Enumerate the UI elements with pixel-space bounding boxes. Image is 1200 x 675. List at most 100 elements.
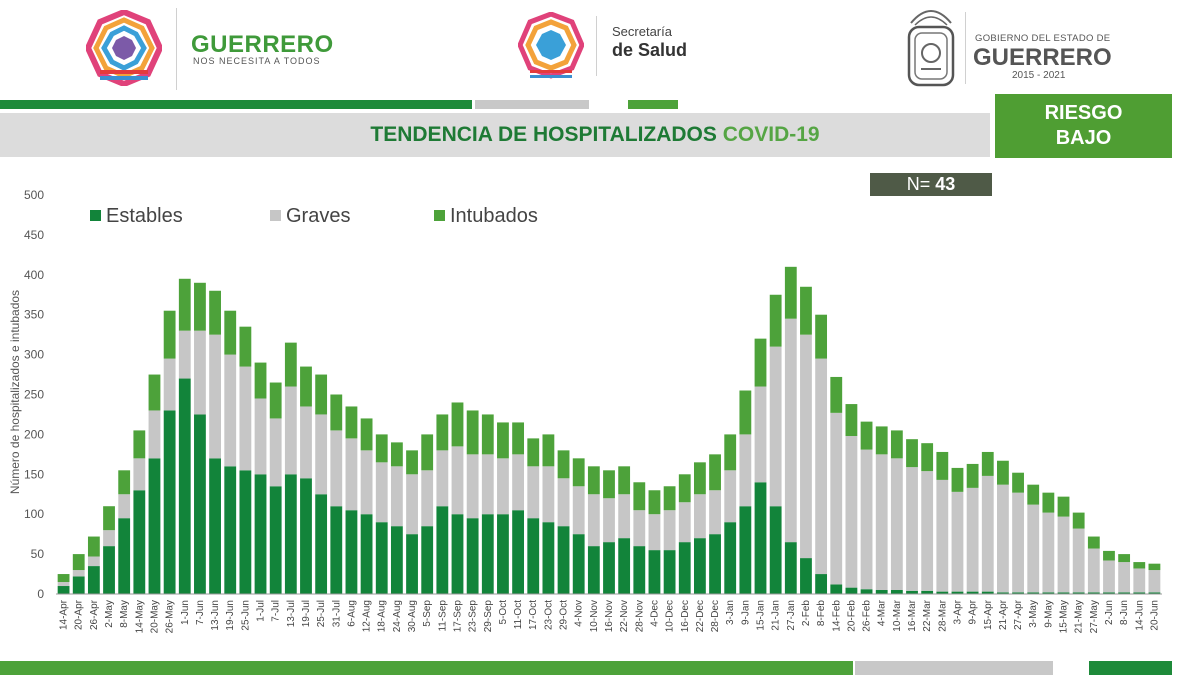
bar-intubados (1012, 472, 1024, 493)
bar-estables (921, 590, 934, 594)
x-tick-label: 15-Jan (756, 600, 767, 631)
bar-estables (527, 518, 540, 594)
bar-intubados (512, 422, 525, 455)
bar-estables (269, 486, 282, 594)
y-tick-label: 250 (24, 388, 44, 402)
bar-graves (345, 438, 358, 511)
bar-estables (406, 534, 418, 594)
x-tick-label: 28-Mar (937, 599, 948, 631)
salud-divider (596, 16, 597, 76)
bar-estables (693, 538, 706, 594)
x-tick-label: 9-May (1043, 600, 1054, 628)
bar-estables (103, 546, 115, 594)
bar-graves (875, 454, 888, 591)
bar-estables (542, 522, 555, 594)
x-tick-label: 19-Jul (301, 600, 312, 627)
x-tick-label: 17-Sep (452, 600, 463, 633)
x-tick-label: 17-Oct (528, 600, 539, 630)
x-tick-label: 25-Jul (316, 600, 327, 627)
bar-estables (966, 591, 979, 594)
bar-estables (72, 576, 85, 594)
bar-graves (997, 484, 1009, 593)
bar-intubados (860, 421, 873, 450)
x-tick-label: 29-Sep (483, 600, 494, 633)
bar-graves (254, 398, 267, 475)
bar-graves (951, 491, 964, 592)
bar-estables (390, 526, 403, 594)
bar-graves (194, 330, 206, 415)
bar-estables (663, 550, 676, 594)
x-tick-label: 28-Nov (634, 600, 645, 632)
bar-graves (906, 467, 918, 591)
bar-intubados (406, 450, 418, 475)
bar-estables (497, 514, 509, 594)
bar-intubados (906, 439, 918, 468)
bar-graves (1057, 516, 1070, 593)
bar-graves (830, 412, 843, 585)
risk-line1: RIESGO (1044, 102, 1123, 124)
bar-intubados (603, 470, 615, 499)
bar-intubados (269, 382, 282, 419)
legend-estables: Estables (90, 205, 183, 228)
bar-graves (663, 510, 676, 551)
x-tick-label: 16-Mar (907, 599, 918, 631)
bar-intubados (739, 390, 752, 435)
title-background (0, 113, 990, 157)
legend-intubados: Intubados (434, 205, 538, 228)
bar-estables (739, 506, 752, 594)
bar-graves (148, 410, 161, 459)
bar-graves (890, 458, 903, 591)
x-tick-label: 23-Oct (543, 600, 554, 630)
bar-graves (860, 449, 873, 590)
bar-graves (784, 318, 797, 543)
x-tick-label: 20-May (149, 600, 160, 633)
bar-intubados (966, 463, 979, 488)
bar-intubados (224, 310, 237, 355)
bar-graves (648, 514, 661, 551)
bar-intubados (57, 574, 70, 583)
bar-estables (163, 410, 176, 594)
x-tick-label: 13-Jul (286, 600, 297, 627)
bar-intubados (87, 536, 100, 557)
bar-graves (209, 334, 221, 459)
bar-estables (254, 474, 267, 594)
x-tick-label: 15-Apr (983, 599, 994, 630)
bar-intubados (330, 394, 343, 431)
bar-graves (981, 475, 994, 592)
bar-estables (194, 414, 206, 594)
bar-graves (966, 487, 979, 592)
x-tick-label: 26-Apr (89, 599, 100, 630)
bar-estables (300, 478, 312, 594)
x-tick-label: 20-Feb (846, 600, 857, 632)
bar-intubados (997, 460, 1009, 485)
legend-graves-swatch (270, 210, 281, 221)
bar-graves (72, 570, 85, 577)
bar-graves (178, 330, 191, 379)
bar-graves (360, 450, 373, 515)
bar-graves (633, 510, 646, 547)
x-tick-label: 13-Jun (210, 600, 221, 631)
x-tick-label: 28-Dec (710, 600, 721, 632)
bar-graves (800, 334, 812, 559)
x-tick-label: 11-Oct (513, 600, 524, 629)
bar-intubados (709, 454, 721, 491)
bar-intubados (875, 426, 888, 455)
bar-intubados (951, 467, 964, 492)
bar-estables (315, 494, 328, 594)
bar-intubados (1042, 492, 1055, 513)
guerrero-logo-icon (86, 10, 162, 86)
bar-intubados (1087, 536, 1100, 549)
y-tick-label: 150 (24, 467, 44, 481)
bar-intubados (72, 554, 85, 571)
bar-graves (739, 434, 752, 507)
bar-estables (209, 458, 221, 594)
legend-estables-label: Estables (106, 205, 183, 227)
bar-graves (497, 458, 509, 515)
x-tick-label: 23-Sep (468, 600, 479, 633)
bar-intubados (815, 314, 828, 359)
bar-graves (421, 470, 434, 527)
x-tick-label: 6-Aug (346, 600, 357, 627)
bar-intubados (1027, 484, 1040, 505)
bar-intubados (800, 286, 812, 335)
bar-estables (512, 510, 525, 594)
